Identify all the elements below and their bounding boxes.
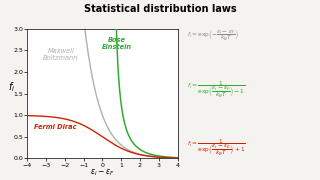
Text: $f_i = \exp\!\left(-\dfrac{\varepsilon_i - \varepsilon_F}{k_B T}\right)$: $f_i = \exp\!\left(-\dfrac{\varepsilon_i… xyxy=(187,29,239,43)
Text: Maxwell
Boltzmann: Maxwell Boltzmann xyxy=(43,48,79,61)
Y-axis label: $f_i$: $f_i$ xyxy=(8,80,15,94)
Text: Statistical distribution laws: Statistical distribution laws xyxy=(84,4,236,15)
Text: $f_i = \dfrac{1}{\exp\!\left(\dfrac{\varepsilon_i - \varepsilon_E}{k_B T}\right): $f_i = \dfrac{1}{\exp\!\left(\dfrac{\var… xyxy=(187,137,245,158)
Text: Fermi Dirac: Fermi Dirac xyxy=(34,124,77,130)
Text: Bose
Einstein: Bose Einstein xyxy=(101,37,132,50)
Text: $f_i = \dfrac{1}{\exp\!\left(\dfrac{\varepsilon_i - \varepsilon_F}{k_B T}\right): $f_i = \dfrac{1}{\exp\!\left(\dfrac{\var… xyxy=(187,80,245,100)
X-axis label: $\varepsilon_i - \varepsilon_F$: $\varepsilon_i - \varepsilon_F$ xyxy=(90,168,115,178)
